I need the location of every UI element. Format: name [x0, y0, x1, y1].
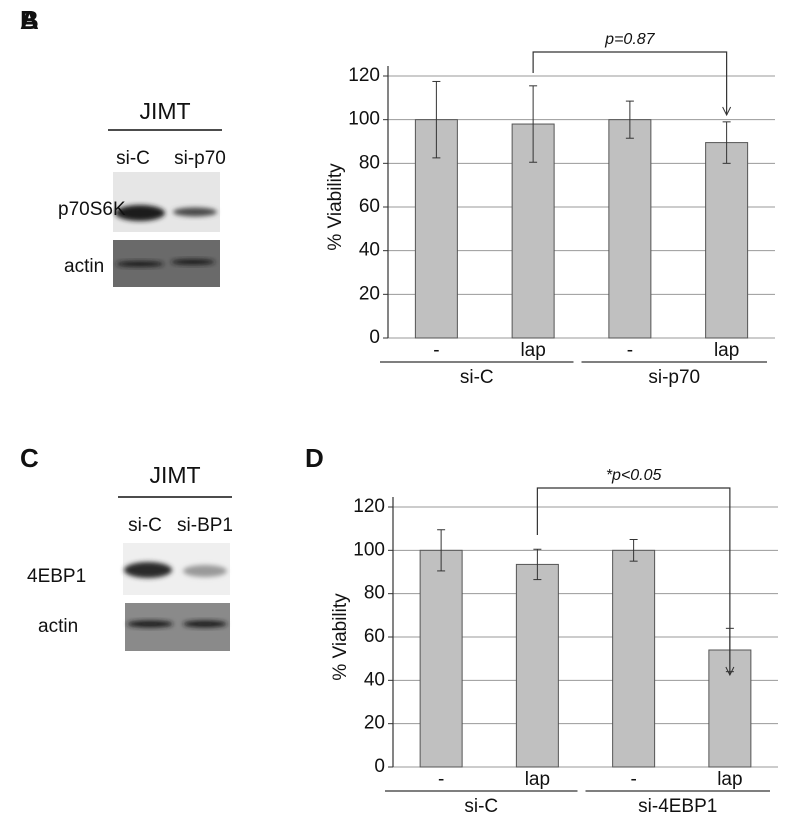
panel-label: A: [20, 5, 39, 35]
bar: [419, 549, 463, 768]
arrow-head: [725, 666, 735, 677]
lane-label: si-p70: [174, 148, 226, 169]
annotation: p=0.87: [604, 31, 655, 48]
band: [116, 261, 164, 267]
y-tick-label: 60: [364, 626, 385, 647]
x-tick-label: -: [438, 769, 444, 790]
annotation: *p<0.05: [606, 467, 662, 484]
band: [127, 620, 173, 628]
bar: [515, 563, 559, 768]
row-label: actin: [38, 616, 78, 637]
y-tick-label: 40: [359, 240, 380, 261]
bar: [705, 142, 749, 339]
band: [173, 207, 217, 217]
band: [124, 562, 172, 578]
lane-label: si-BP1: [177, 515, 233, 536]
row-label: p70S6K: [58, 199, 126, 220]
x-tick-label: -: [627, 340, 633, 361]
bar: [608, 119, 652, 339]
cell-line: JIMT: [139, 98, 190, 124]
group-label: si-C: [460, 367, 494, 388]
y-tick-label: 80: [359, 152, 380, 173]
panel-label: D: [305, 443, 324, 473]
y-tick-label: 20: [359, 283, 380, 304]
y-tick-label: 120: [353, 496, 385, 517]
y-tick-label: 60: [359, 196, 380, 217]
group-label: si-C: [464, 796, 498, 817]
y-tick-label: 40: [364, 669, 385, 690]
y-tick-label: 120: [348, 65, 380, 86]
x-tick-label: lap: [714, 340, 739, 361]
blot: [113, 172, 220, 232]
bar: [612, 549, 656, 768]
x-tick-label: lap: [525, 769, 550, 790]
lane-label: si-C: [128, 515, 162, 536]
panel-label: B: [20, 5, 39, 35]
y-tick-label: 0: [369, 327, 380, 348]
row-label: actin: [64, 256, 104, 277]
significance-bracket: [532, 51, 728, 115]
y-tick-label: 80: [364, 583, 385, 604]
x-tick-label: lap: [520, 340, 545, 361]
band: [183, 620, 227, 628]
x-tick-label: -: [433, 340, 439, 361]
arrow-head: [722, 106, 732, 117]
band: [183, 565, 227, 577]
row-label: 4EBP1: [27, 566, 86, 587]
group-label: si-p70: [648, 367, 700, 388]
y-axis-label: % Viability: [325, 163, 346, 251]
x-tick-label: -: [630, 769, 636, 790]
panel-label: C: [20, 443, 39, 473]
lane-label: si-C: [116, 148, 150, 169]
y-tick-label: 100: [353, 539, 385, 560]
x-tick-label: lap: [717, 769, 742, 790]
cell-line: JIMT: [149, 462, 200, 488]
group-label: si-4EBP1: [638, 796, 717, 817]
band: [115, 205, 165, 221]
y-tick-label: 0: [374, 756, 385, 777]
y-axis-label: % Viability: [330, 593, 351, 681]
y-tick-label: 20: [364, 713, 385, 734]
y-tick-label: 100: [348, 109, 380, 130]
significance-bracket: [536, 487, 731, 675]
band: [171, 259, 215, 265]
